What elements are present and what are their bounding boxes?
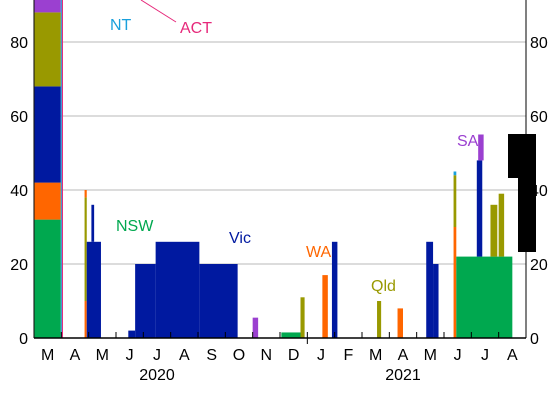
annotation-qld: Qld [371, 278, 396, 295]
x-tick-label-0: M [41, 347, 54, 364]
bar-vic-19 [331, 241, 338, 338]
x-tick-label-5: A [179, 347, 190, 364]
x-tick-label-16: J [481, 347, 489, 364]
y-tick-right-60: 60 [530, 109, 548, 126]
chart-bars [34, 0, 513, 338]
gridlines [34, 41, 526, 265]
bar-nsw-17 [281, 332, 301, 338]
bar-vic-11 [91, 204, 95, 242]
bar-wa-25 [453, 227, 457, 338]
annotation-nsw: NSW [116, 218, 154, 235]
redaction-box-upper [508, 134, 536, 178]
bar-sa-30 [478, 134, 484, 161]
x-tick-label-10: J [317, 347, 325, 364]
x-tick-label-4: J [153, 347, 161, 364]
y-tick-labels-left: 0 20 40 60 80 [10, 35, 28, 348]
annotation-vic: Vic [229, 230, 251, 247]
bar-sa-16 [252, 317, 259, 338]
bar-vic-2 [34, 86, 61, 183]
year-label-2021: 2021 [385, 367, 421, 384]
bar-vic-14 [155, 241, 200, 338]
bar-vic-10 [86, 241, 101, 338]
bar-nsw-28 [456, 256, 513, 338]
bar-wa-20 [322, 275, 328, 338]
bar-vic-23 [426, 241, 434, 338]
x-tick-label-6: S [206, 347, 217, 364]
bar-nt-27 [453, 171, 457, 176]
x-tick-label-7: O [233, 347, 245, 364]
annotation-leaders [140, 0, 177, 23]
x-tick-label-17: A [507, 347, 518, 364]
bar-qld-8 [84, 197, 87, 301]
annotation-sa: SA [457, 133, 479, 150]
y-tick-left-20: 20 [10, 257, 28, 274]
x-tick-label-1: A [70, 347, 81, 364]
annotation-act: ACT [180, 20, 212, 37]
bar-qld-3 [34, 12, 61, 87]
bar-nt-5 [60, 0, 62, 338]
bar-vic-12 [128, 330, 136, 338]
bar-wa-1 [34, 182, 61, 220]
annotation-nt: NT [110, 17, 132, 34]
x-tick-label-12: M [369, 347, 382, 364]
y-tick-right-20: 20 [530, 257, 548, 274]
bar-qld-32 [498, 193, 505, 257]
bar-vic-15 [199, 264, 238, 338]
series-annotations: NT ACT NSW Vic WA Qld SA [110, 17, 479, 295]
bar-vic-13 [135, 264, 156, 338]
year-labels: 2020 2021 [139, 367, 421, 384]
annotation-wa: WA [306, 244, 332, 261]
chart-axes [33, 0, 527, 344]
bar-vic-24 [433, 264, 439, 338]
x-tick-label-2: M [96, 347, 109, 364]
x-tick-label-9: D [288, 347, 300, 364]
x-tick-label-15: J [454, 347, 462, 364]
bar-qld-31 [490, 204, 498, 257]
y-tick-left-0: 0 [19, 331, 28, 348]
year-label-2020: 2020 [139, 367, 175, 384]
bar-vic-29 [476, 160, 483, 257]
bar-qld-21 [377, 301, 382, 338]
x-tick-label-13: A [398, 347, 409, 364]
bar-nsw-0 [34, 219, 61, 338]
x-tick-label-11: F [343, 347, 353, 364]
bar-act-6 [61, 0, 63, 338]
y-tick-right-0: 0 [530, 331, 539, 348]
x-tick-label-8: N [261, 347, 273, 364]
bar-qld-26 [453, 175, 457, 227]
y-tick-left-40: 40 [10, 183, 28, 200]
x-tick-label-3: J [126, 347, 134, 364]
act-leader-line [140, 0, 177, 23]
bar-sa-4 [34, 0, 61, 13]
x-tick-label-14: M [424, 347, 437, 364]
bar-qld-18 [300, 297, 305, 338]
bar-wa-7 [84, 301, 87, 338]
y-tick-left-80: 80 [10, 35, 28, 52]
bar-wa-9 [84, 190, 87, 198]
y-tick-right-80: 80 [530, 35, 548, 52]
y-tick-left-60: 60 [10, 109, 28, 126]
redaction-box-lower [518, 176, 536, 252]
bar-wa-22 [397, 308, 403, 338]
